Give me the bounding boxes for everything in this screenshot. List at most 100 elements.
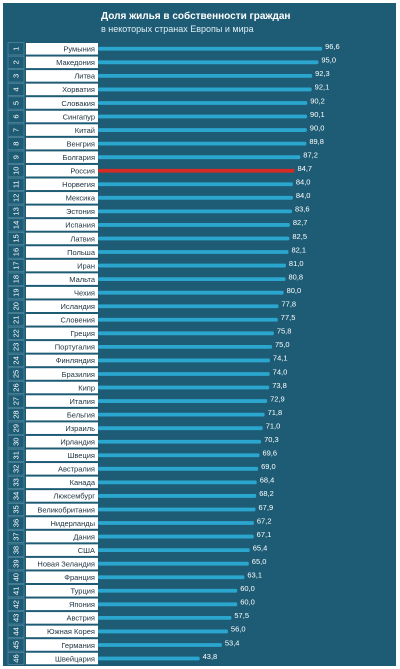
rank-cell: [7, 272, 25, 286]
value-label: 69,0: [261, 462, 276, 471]
value-label: 92,3: [315, 69, 330, 78]
country-label: Нидерланды: [50, 519, 95, 528]
rank-cell: [7, 55, 25, 69]
bar-row: 33 Канада 68,4: [7, 476, 275, 489]
rank-cell: [7, 259, 25, 273]
bar: [98, 182, 293, 187]
rank-label: 7: [12, 128, 21, 132]
rank-label: 25: [12, 370, 21, 378]
value-label: 95,0: [321, 56, 336, 65]
value-label: 60,0: [240, 584, 255, 593]
bar: [98, 114, 308, 119]
value-label: 63,1: [247, 571, 262, 580]
bar-row: 16 Польша 82,1: [7, 245, 306, 259]
bar-row: 39 Новая Зеландия 65,0: [7, 557, 266, 571]
bar-row: 13 Эстония 83,6: [7, 204, 310, 218]
bar: [98, 656, 200, 661]
rank-cell: [7, 638, 25, 652]
bar-row: 46 Швейцария 43,8: [7, 652, 217, 665]
bar-row: 36 Нидерланды 67,2: [7, 516, 272, 530]
rank-label: 11: [12, 180, 21, 188]
bar: [98, 60, 319, 65]
country-label: Израиль: [65, 424, 95, 433]
bar-row: 22 Греция 75,8: [7, 327, 291, 340]
value-label: 89,8: [309, 137, 324, 146]
country-label: Словения: [60, 316, 95, 325]
bar-row: 11 Норвегия 84,0: [7, 178, 310, 191]
rank-label: 28: [12, 410, 21, 418]
rank-cell: [7, 286, 25, 300]
bar: [98, 548, 250, 553]
country-label-box: [26, 273, 98, 285]
country-label: Венгрия: [67, 139, 95, 148]
value-label: 96,6: [325, 42, 340, 51]
country-label-box: [26, 408, 98, 421]
country-label: Новая Зеландия: [37, 559, 95, 568]
value-label: 65,4: [253, 543, 268, 552]
country-label-box: [26, 314, 98, 326]
bar-row: 6 Сингапур 90,1: [7, 110, 325, 123]
rank-cell: [7, 570, 25, 584]
rank-cell: [7, 516, 25, 530]
bar: [98, 399, 268, 403]
value-label: 57,5: [234, 611, 249, 620]
rank-label: 41: [12, 587, 21, 595]
bar-row: 24 Финляндия 74,1: [7, 354, 288, 367]
rank-label: 26: [12, 383, 21, 391]
rank-label: 9: [12, 155, 21, 159]
bar: [98, 521, 254, 525]
country-label-box: [26, 625, 98, 638]
bar-row: 12 Мексика 84,0: [7, 191, 310, 205]
country-label: Австралия: [58, 465, 95, 474]
bar-row: 10 Россия 84,7: [7, 164, 312, 178]
country-label-box: [26, 151, 98, 163]
value-label: 67,9: [259, 503, 274, 512]
rank-cell: [7, 299, 25, 313]
rank-label: 44: [12, 627, 21, 635]
bar-row: 23 Португалия 75,0: [7, 340, 290, 354]
country-label: Норвегия: [62, 180, 95, 189]
rank-cell: [7, 624, 25, 638]
country-label-box: [26, 422, 98, 434]
rank-cell: [7, 543, 25, 557]
bar-row: 43 Австрия 57,5: [7, 611, 249, 625]
country-label-box: [26, 164, 98, 177]
bar-row: 29 Израиль 71,0: [7, 421, 280, 435]
country-label: Люксембург: [53, 492, 95, 501]
bar-row: 34 Люксембург 68,2: [7, 489, 274, 503]
value-label: 80,8: [288, 272, 303, 281]
rank-label: 27: [12, 397, 21, 405]
country-label-box: [26, 598, 98, 611]
rank-label: 31: [12, 451, 21, 459]
country-label-box: [26, 341, 98, 353]
country-label-box: [26, 368, 98, 380]
rank-label: 38: [12, 546, 21, 554]
bar: [98, 195, 293, 200]
bar: [98, 155, 301, 160]
rank-label: 30: [12, 438, 21, 446]
bar: [98, 480, 257, 485]
country-label-box: [26, 97, 98, 109]
rank-cell: [7, 150, 25, 164]
rank-label: 21: [12, 316, 21, 324]
country-label: Германия: [61, 641, 95, 650]
rank-cell: [7, 82, 25, 96]
bar: [98, 494, 257, 498]
value-label: 68,4: [260, 476, 275, 485]
rank-label: 2: [12, 60, 21, 64]
rank-cell: [7, 204, 25, 218]
rank-cell: [7, 597, 25, 611]
country-label: Швеция: [68, 451, 96, 460]
bar: [98, 317, 278, 322]
rank-label: 22: [12, 329, 21, 337]
bar-row: 1 Румыния 96,6: [7, 42, 340, 56]
value-label: 56,0: [231, 625, 246, 634]
country-label: Испания: [65, 221, 95, 230]
country-label-box: [26, 557, 98, 570]
rank-label: 19: [12, 289, 21, 297]
country-label-box: [26, 56, 98, 69]
bar: [98, 629, 228, 634]
value-label: 73,8: [272, 381, 287, 390]
country-label: Канада: [70, 478, 96, 487]
country-label: Мексика: [66, 194, 96, 203]
